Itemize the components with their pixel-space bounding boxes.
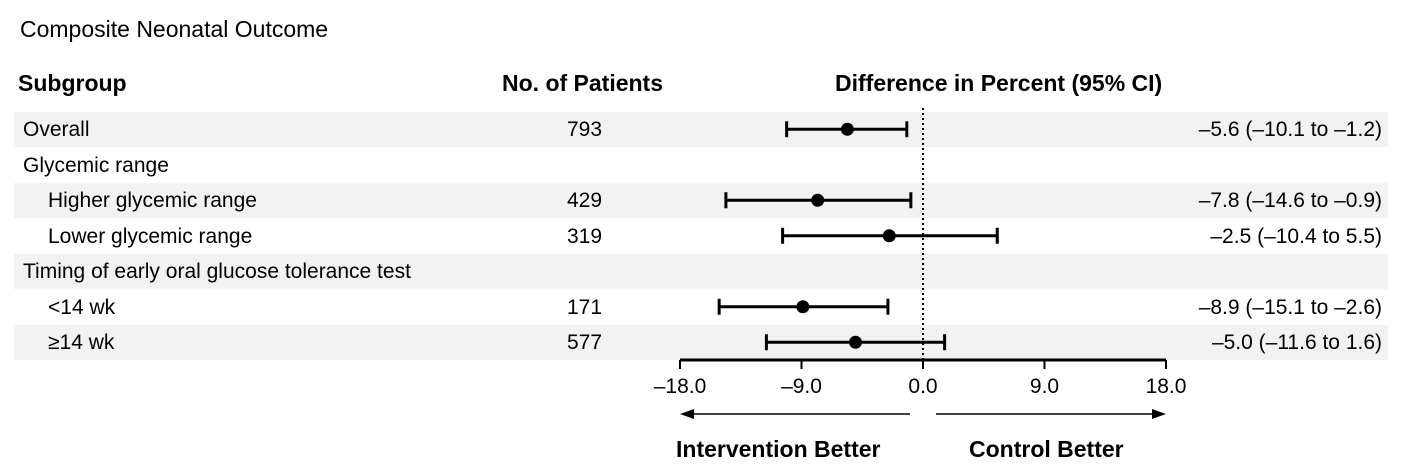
patient-count: 429 [567,189,603,212]
point-estimate [840,122,854,136]
intervention-better-label: Intervention Better [676,436,881,462]
chart-title: Composite Neonatal Outcome [20,16,329,42]
table-row: Glycemic range [14,148,1388,183]
x-tick-label: –9.0 [781,375,822,398]
subgroup-label: ≥14 wk [48,331,115,354]
table-row: Timing of early oral glucose tolerance t… [14,254,1388,289]
point-estimate [796,300,810,314]
ci-text: –7.8 (–14.6 to –0.9) [1198,189,1382,212]
patient-count: 171 [567,295,603,319]
table-row: ≥14 wk 577 –5.0 (–11.6 to 1.6) [14,325,1388,360]
point-estimate [811,193,825,207]
point-estimate [849,335,862,349]
x-tick-label: 9.0 [1030,375,1059,398]
subgroup-header: Subgroup [18,70,127,96]
ci-text: –5.0 (–11.6 to 1.6) [1211,331,1382,354]
x-tick-label: 18.0 [1146,375,1187,398]
subgroup-label: Lower glycemic range [48,224,253,248]
ci-text: –5.6 (–10.1 to –1.2) [1198,118,1382,141]
table-row: Higher glycemic range 429 –7.8 (–14.6 to –… [14,183,1388,218]
subgroup-label: Glycemic range [23,153,169,177]
subgroup-label: Higher glycemic range [48,189,257,212]
subgroup-label: <14 wk [48,295,116,319]
ci-text: –2.5 (–10.4 to 5.5) [1210,224,1382,248]
patient-count: 577 [567,331,603,354]
subgroup-label: Overall [23,118,90,141]
left-arrow-head [680,409,694,419]
x-tick-label: 0.0 [908,375,937,398]
difference-header: Difference in Percent (95% CI) [835,70,1163,96]
table-row: Overall 793 –5.6 (–10.1 to –1.2) [14,112,1388,147]
patient-count: 319 [567,224,603,248]
patients-header: No. of Patients [502,70,664,96]
table-row: <14 wk 171 –8.9 (–15.1 to –2.6) [14,290,1388,325]
subgroup-label: Timing of early oral glucose tolerance t… [23,260,411,283]
control-better-label: Control Better [969,436,1124,462]
ci-text: –8.9 (–15.1 to –2.6) [1198,295,1382,319]
x-tick-label: –18.0 [654,375,707,398]
table-row: Lower glycemic range 319 –2.5 (–10.4 to 5.… [14,219,1388,254]
patient-count: 793 [567,118,603,141]
point-estimate [882,229,896,243]
right-arrow-head [1152,409,1166,419]
